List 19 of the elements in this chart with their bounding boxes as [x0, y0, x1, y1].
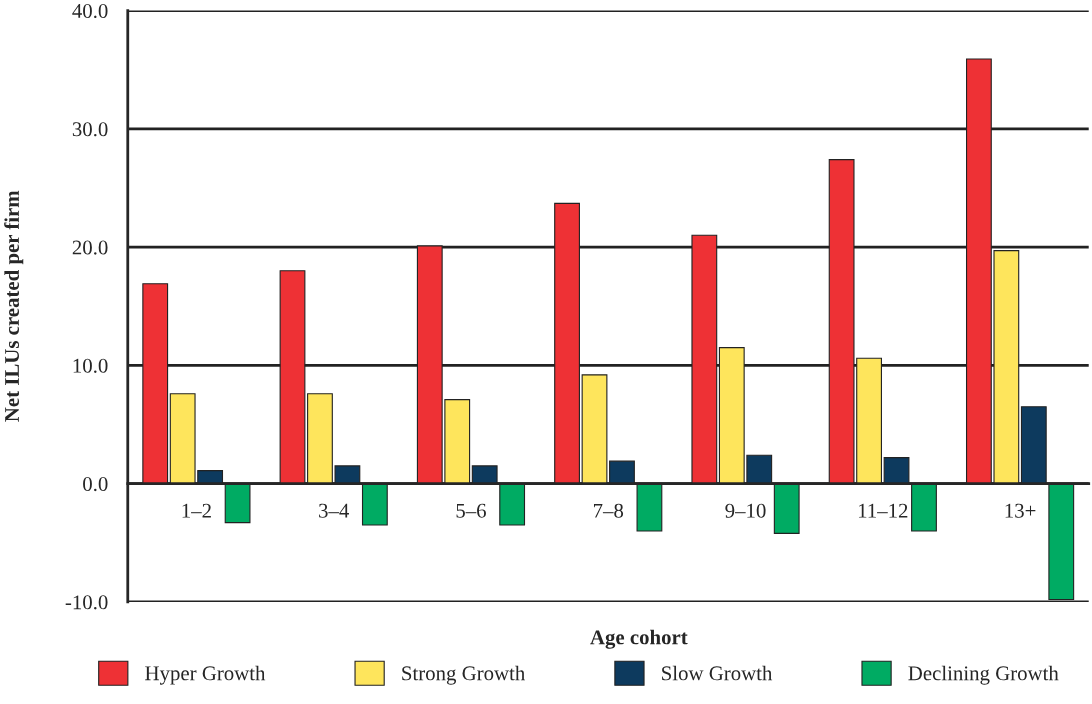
x-tick-label: 1–2: [182, 503, 211, 518]
x-tick-label: 7–8: [593, 503, 624, 518]
x-tick-label: 9–10: [725, 503, 766, 518]
y-tick-label: 20.0: [72, 240, 108, 255]
y-axis-title: Net ILUs created per firm: [4, 190, 24, 422]
legend-label: Strong Growth: [402, 665, 526, 685]
y-tick-label: 30.0: [72, 122, 108, 137]
x-axis-title: Age cohort: [590, 629, 688, 649]
legend-label: Declining Growth: [908, 665, 1059, 685]
x-tick-label: 3–4: [319, 503, 349, 518]
x-tick-label: 11–12: [858, 503, 908, 518]
y-tick-label: 10.0: [73, 358, 108, 373]
y-tick-label: -10.0: [65, 595, 108, 610]
legend-label: Slow Growth: [662, 665, 773, 681]
x-tick-label: 13+: [1005, 503, 1036, 518]
legend-label: Hyper Growth: [145, 665, 266, 685]
x-tick-label: 5–6: [456, 503, 486, 518]
y-tick-label: 40.0: [72, 3, 108, 19]
y-tick-label: 0.0: [83, 477, 108, 492]
